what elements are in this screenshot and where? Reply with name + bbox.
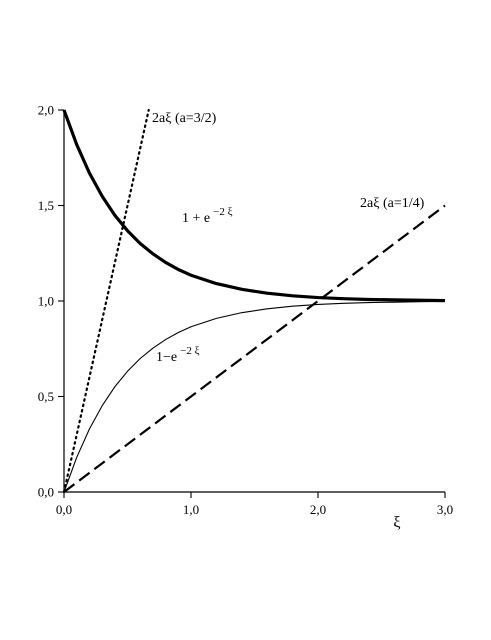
x-tick-label: 3,0: [437, 502, 453, 517]
series-one-minus-exp-label: 1−e −2 ξ: [156, 345, 200, 365]
series-one-plus-exp-label: 1 + e −2 ξ: [182, 206, 233, 226]
axes-group: 0,0 1,0 2,0 3,0 0,0 0,5 1,0 1,5 2,0 ξ: [38, 103, 453, 532]
series-group: [62, 108, 446, 494]
series-one-plus-exp-label-exponent: −2 ξ: [213, 206, 232, 218]
series-one-plus-exp-line: [62, 109, 446, 303]
y-tick-label: 0,5: [38, 389, 54, 404]
series-linear-a-quarter-line: [63, 204, 446, 493]
y-tick-label: 1,0: [38, 294, 54, 309]
series-linear-a-quarter-label-main: 2aξ (a=1/4): [360, 196, 425, 211]
y-tick-label: 2,0: [38, 103, 54, 118]
x-tick-label: 0,0: [56, 502, 72, 517]
series-linear-a-three-halves-label-main: 2aξ (a=3/2): [152, 111, 217, 126]
series-linear-a-quarter-label: 2aξ (a=1/4): [360, 196, 425, 211]
series-linear-a-three-halves-line: [62, 108, 150, 494]
series-one-minus-exp-line: [63, 300, 446, 493]
x-tick-label: 2,0: [310, 502, 326, 517]
series-one-minus-exp-label-exponent: −2 ξ: [180, 345, 199, 357]
series-linear-a-three-halves-label: 2aξ (a=3/2): [152, 111, 217, 126]
x-axis-title: ξ: [393, 514, 400, 531]
series-one-plus-exp-label-main: 1 + e: [182, 211, 210, 226]
y-tick-label: 1,5: [38, 198, 54, 213]
y-tick-label: 0,0: [38, 485, 54, 500]
series-one-minus-exp-label-main: 1−e: [156, 350, 177, 365]
x-tick-label: 1,0: [183, 502, 199, 517]
